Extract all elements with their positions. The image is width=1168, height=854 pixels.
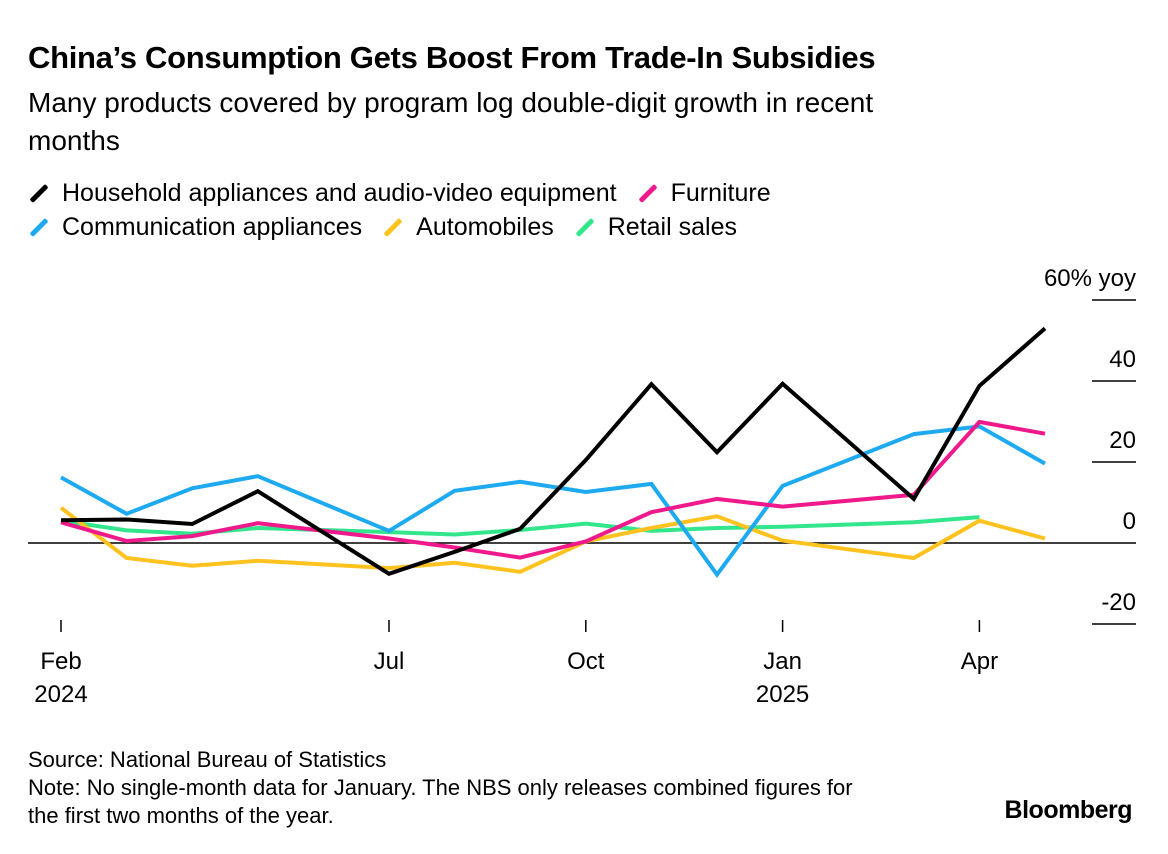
y-tick-label: 40 — [1109, 346, 1136, 373]
x-tick-label: Jan — [763, 648, 802, 675]
legend-label: Automobiles — [416, 212, 554, 241]
series-line-2 — [60, 424, 1046, 578]
legend: Household appliances and audio-video equ… — [28, 176, 928, 244]
x-tick-label: Feb — [40, 648, 81, 675]
y-tick-label: -20 — [1101, 589, 1136, 616]
legend-item: Furniture — [637, 179, 771, 208]
data-note: Note: No single-month data for January. … — [28, 775, 853, 828]
bloomberg-logo: Bloomberg — [1004, 796, 1133, 824]
footer: Source: National Bureau of Statistics No… — [28, 746, 878, 830]
x-tick-year-label: 2025 — [756, 681, 809, 708]
legend-item: Household appliances and audio-video equ… — [28, 179, 617, 208]
legend-swatch — [638, 183, 658, 203]
x-tick-label: Oct — [567, 648, 605, 675]
legend-item: Communication appliances — [28, 213, 362, 242]
legend-item: Automobiles — [382, 213, 554, 242]
legend-label: Household appliances and audio-video equ… — [62, 178, 617, 207]
legend-swatch — [575, 217, 595, 237]
legend-swatch — [29, 183, 49, 203]
series-line-0 — [60, 326, 1047, 576]
legend-label: Furniture — [670, 178, 771, 207]
legend-row: Household appliances and audio-video equ… — [28, 176, 928, 210]
chart-subtitle: Many products covered by program log dou… — [28, 87, 874, 156]
chart-title: China’s Consumption Gets Boost From Trad… — [28, 40, 876, 75]
x-tick-label: Apr — [961, 648, 998, 675]
series-line-1 — [60, 419, 1046, 560]
legend-row: Communication appliances Automobiles Retai… — [28, 210, 928, 244]
y-tick-label: 60% yoy — [1044, 265, 1136, 292]
source-note: Source: National Bureau of Statistics — [28, 747, 387, 772]
legend-swatch — [383, 217, 403, 237]
x-tick-year-label: 2024 — [34, 681, 87, 708]
series-line-3 — [59, 506, 1046, 574]
legend-label: Retail sales — [607, 212, 737, 241]
y-tick-label: 0 — [1123, 508, 1136, 535]
legend-swatch — [29, 217, 49, 237]
legend-label: Communication appliances — [62, 212, 363, 241]
line-chart: 60% yoy 40 20 0 -20 Feb 2024 Jul Oct Jan 2025 Apr — [28, 265, 1136, 708]
y-tick-label: 20 — [1109, 427, 1136, 454]
legend-item: Retail sales — [574, 213, 737, 242]
x-tick-label: Jul — [374, 648, 405, 675]
